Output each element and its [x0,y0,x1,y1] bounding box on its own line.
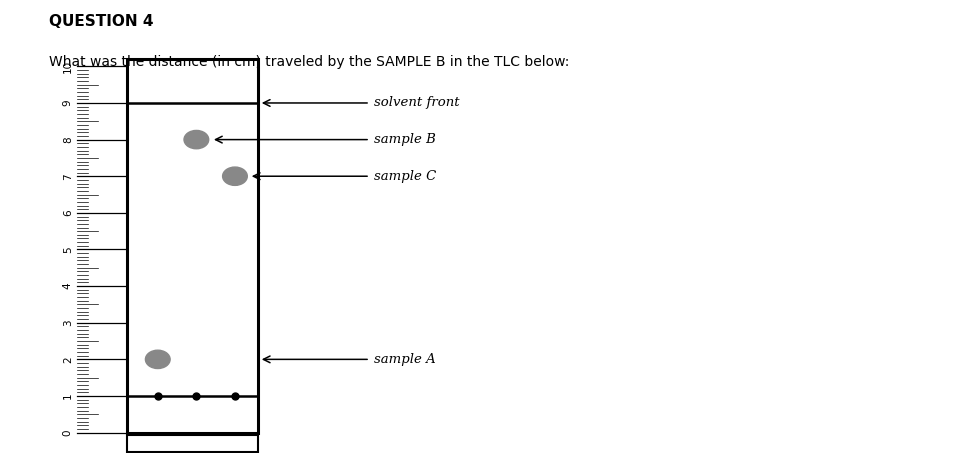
Text: 2: 2 [63,356,73,363]
Bar [127,435,258,452]
Ellipse shape [223,167,247,185]
Text: 8: 8 [63,136,73,143]
Text: 0: 0 [63,429,73,436]
Text: solvent front: solvent front [374,97,460,109]
Text: sample B: sample B [374,133,435,146]
Ellipse shape [145,350,170,369]
Text: 3: 3 [63,319,73,326]
Text: What was the distance (in cm) traveled by the SAMPLE B in the TLC below:: What was the distance (in cm) traveled b… [49,55,569,69]
Text: 10: 10 [63,60,73,73]
Text: sample C: sample C [374,170,436,183]
Text: 5: 5 [63,246,73,253]
Bar [127,59,258,432]
Text: 7: 7 [63,173,73,180]
Text: 6: 6 [63,210,73,216]
Ellipse shape [184,130,208,149]
Text: 9: 9 [63,100,73,106]
Text: QUESTION 4: QUESTION 4 [49,14,153,29]
Text: 1: 1 [63,393,73,399]
Text: sample A: sample A [374,353,435,366]
Text: 4: 4 [63,283,73,289]
